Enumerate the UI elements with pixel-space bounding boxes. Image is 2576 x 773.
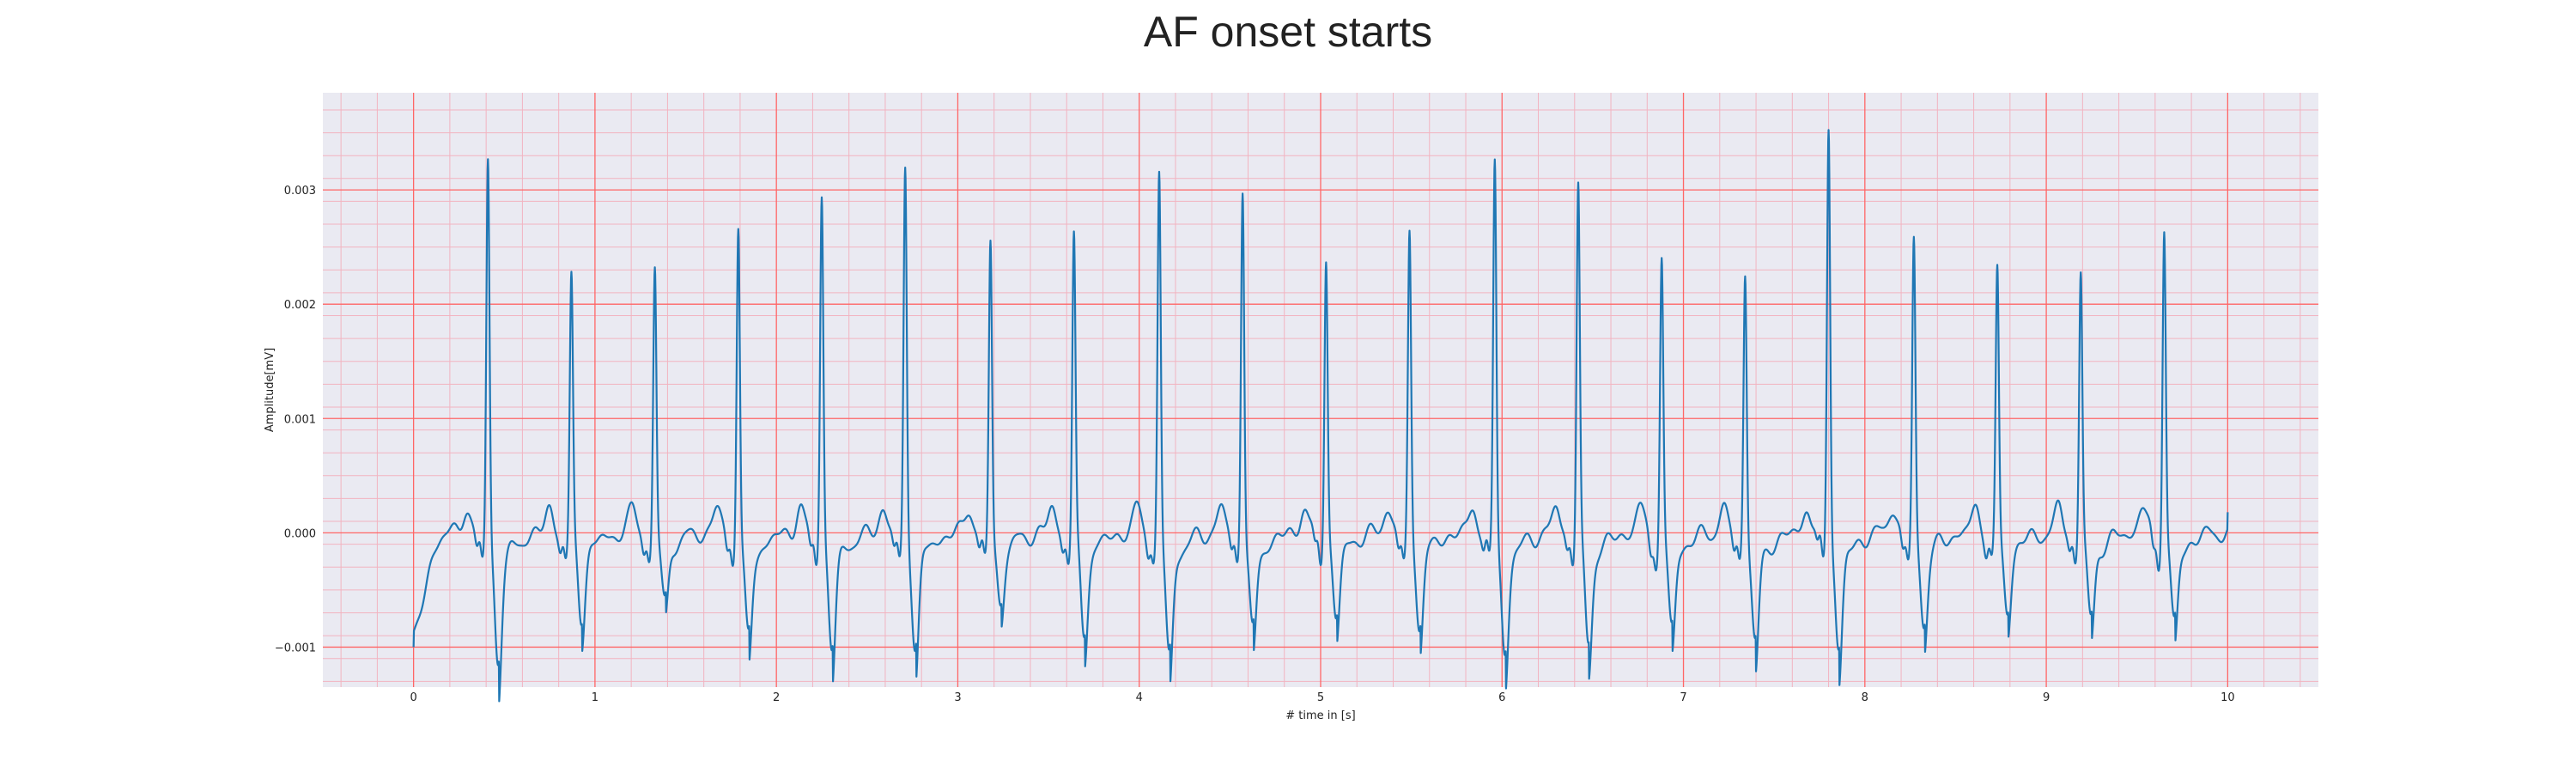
ecg-series-line (412, 129, 2229, 703)
y-tick-label: 0.002 (284, 299, 316, 312)
x-tick-label: 6 (1498, 691, 1505, 704)
y-tick-label: −0.001 (275, 642, 316, 654)
major-grid (323, 93, 2318, 687)
x-axis-label: # time in [s] (1285, 709, 1355, 722)
x-tick-label: 9 (2043, 691, 2050, 704)
x-tick-label: 4 (1136, 691, 1143, 704)
y-tick-label: 0.000 (284, 527, 316, 540)
y-axis-label: Amplitude[mV] (264, 348, 276, 432)
x-tick-label: 1 (592, 691, 598, 704)
x-tick-label: 5 (1317, 691, 1324, 704)
x-tick-label: 10 (2221, 691, 2235, 704)
x-axis-ticks: 0 1 2 3 4 5 6 7 8 9 10 (410, 691, 2234, 704)
y-axis-ticks: −0.001 0.000 0.001 0.002 0.003 (275, 185, 316, 654)
x-tick-label: 3 (954, 691, 961, 704)
y-tick-label: 0.003 (284, 185, 316, 198)
x-tick-label: 0 (410, 691, 416, 704)
chart-title: AF onset starts (1143, 8, 1433, 56)
y-tick-label: 0.001 (284, 413, 316, 426)
x-tick-label: 2 (773, 691, 780, 704)
x-tick-label: 7 (1680, 691, 1686, 704)
x-tick-label: 8 (1862, 691, 1868, 704)
